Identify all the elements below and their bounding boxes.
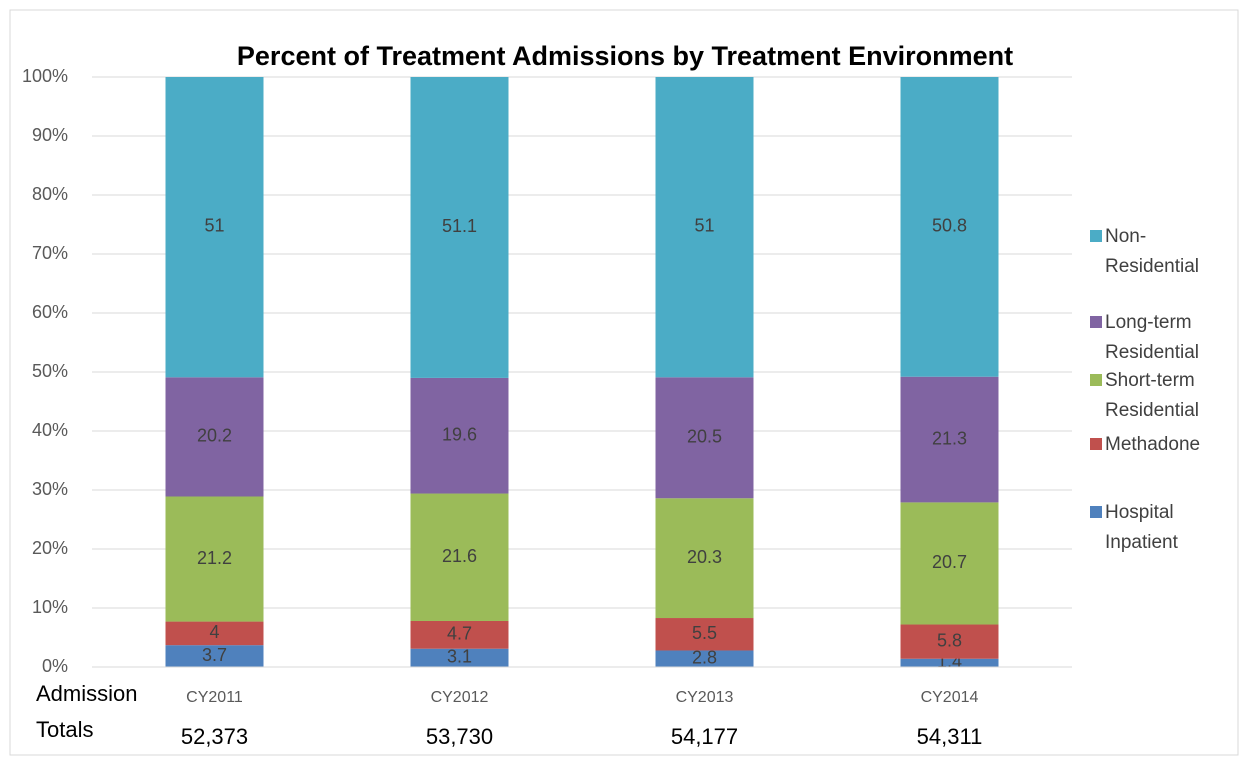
bar-segment (165, 377, 264, 497)
y-tick-label: 20% (32, 538, 68, 558)
data-label: 51.1 (442, 216, 477, 236)
legend-swatch (1090, 316, 1102, 328)
bar-segment (165, 77, 264, 378)
data-label: 51 (204, 216, 224, 236)
chart-title: Percent of Treatment Admissions by Treat… (237, 41, 1013, 71)
legend-swatch (1090, 230, 1102, 242)
data-label: 20.5 (687, 427, 722, 447)
data-label: 51 (694, 216, 714, 236)
data-label: 20.3 (687, 547, 722, 567)
y-tick-label: 50% (32, 361, 68, 381)
bar-segment (900, 658, 999, 667)
bar-segment (900, 376, 999, 503)
legend-swatch (1090, 438, 1102, 450)
legend-swatch (1090, 506, 1102, 518)
x-tick-label: CY2014 (921, 689, 979, 706)
bar-segment (165, 621, 264, 646)
totals-title: Admission Totals (36, 681, 138, 742)
data-label: 2.8 (692, 647, 717, 667)
legend-label: Non-Residential (1105, 226, 1199, 277)
total-label: 53,730 (426, 724, 493, 749)
total-label: 52,373 (181, 724, 248, 749)
x-tick-label: CY2011 (186, 689, 243, 706)
legend-label: Hospital Inpatient (1105, 502, 1178, 553)
bar-segment (410, 377, 509, 494)
bar-segment (900, 624, 999, 659)
data-label: 21.2 (197, 548, 232, 568)
legend-item: Non-Residential (1090, 222, 1230, 282)
bar-segment (655, 650, 754, 667)
bar-segment (900, 502, 999, 625)
chart-border (9, 9, 1239, 756)
bar-segment (655, 377, 754, 499)
y-tick-label: 60% (32, 302, 68, 322)
x-tick-label: CY2013 (676, 689, 734, 706)
y-tick-label: 70% (32, 243, 68, 263)
data-label: 19.6 (442, 424, 477, 444)
legend-item: Short-term Residential (1090, 366, 1230, 426)
bar-segment (410, 493, 509, 621)
bar-segment (165, 496, 264, 622)
y-tick-label: 40% (32, 420, 68, 440)
data-label: 4.7 (447, 624, 472, 644)
data-label: 4 (209, 622, 219, 642)
data-label: 20.2 (197, 426, 232, 446)
data-label: 5.5 (692, 623, 717, 643)
total-label: 54,177 (671, 724, 738, 749)
x-tick-label: CY2012 (431, 689, 489, 706)
data-label: 3.1 (447, 647, 472, 667)
bar-segment (410, 77, 509, 378)
bar-segment (410, 648, 509, 667)
total-label: 54,311 (917, 724, 983, 749)
bar-segment (410, 620, 509, 649)
data-label: 21.3 (932, 428, 967, 448)
bar-segment (655, 498, 754, 619)
data-label: 5.8 (937, 630, 962, 650)
y-tick-label: 30% (32, 479, 68, 499)
legend-label: Methadone (1105, 434, 1201, 455)
legend-label: Long-term Residential (1105, 312, 1199, 363)
bar-segment (655, 618, 754, 651)
data-label: 20.7 (932, 552, 967, 572)
legend-label: Short-term Residential (1105, 370, 1199, 421)
y-tick-label: 90% (32, 125, 68, 145)
legend-swatch (1090, 374, 1102, 386)
data-label: 50.8 (932, 216, 967, 236)
data-label: 3.7 (202, 645, 227, 665)
bar-segment (900, 77, 999, 377)
legend-item: Methadone (1090, 430, 1230, 460)
legend-item: Hospital Inpatient (1090, 498, 1230, 558)
y-tick-label: 10% (32, 597, 68, 617)
y-tick-label: 100% (22, 66, 68, 86)
data-label: 21.6 (442, 546, 477, 566)
bar-segment (165, 645, 264, 667)
bar-segment (655, 77, 754, 378)
legend-item: Long-term Residential (1090, 308, 1230, 368)
y-tick-label: 80% (32, 184, 68, 204)
y-tick-label: 0% (42, 656, 68, 676)
